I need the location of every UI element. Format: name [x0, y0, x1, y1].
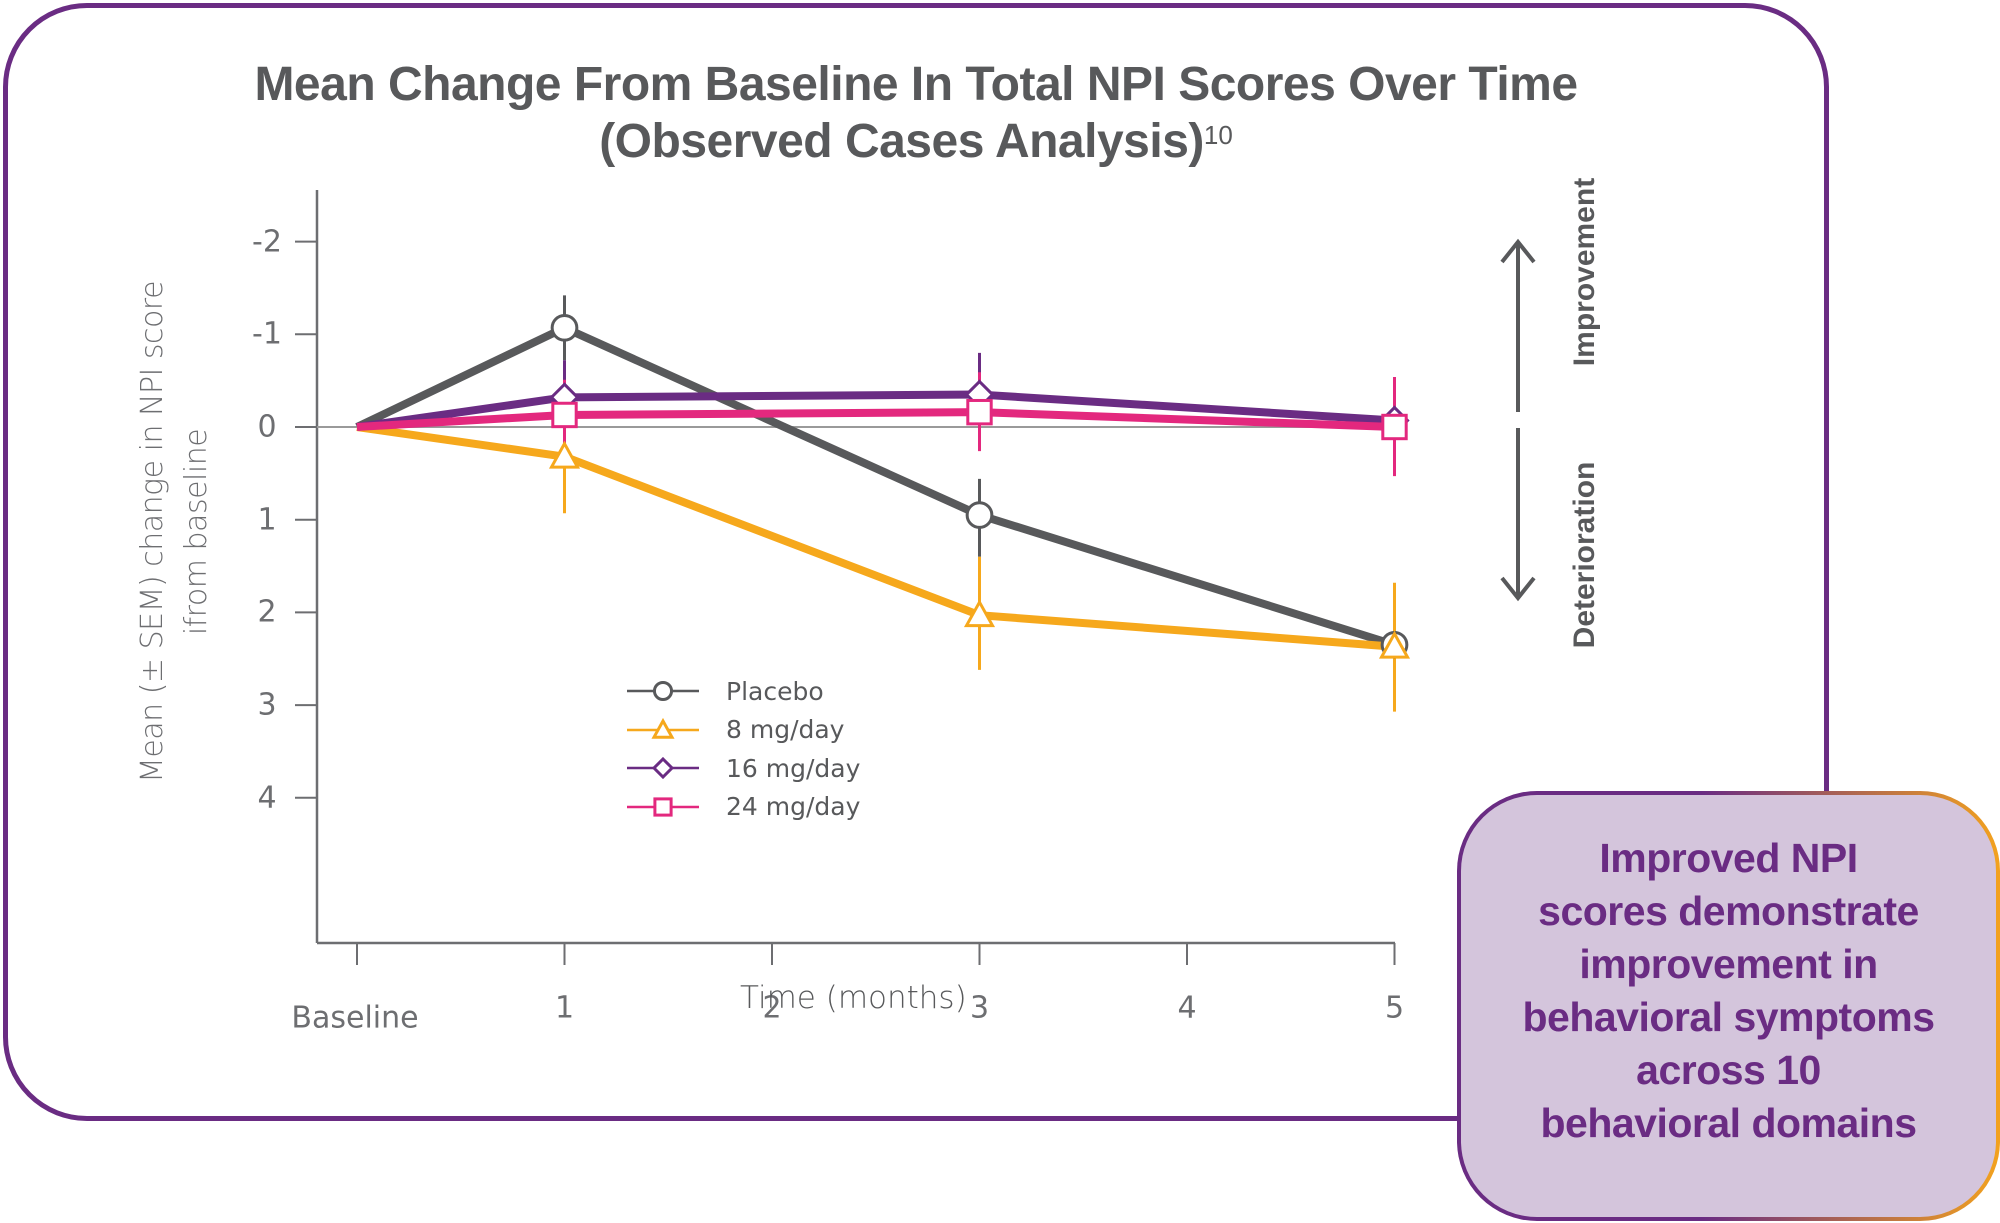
y-tick-label: -2 [252, 224, 282, 260]
deterioration-arrow-head-icon [1500, 576, 1536, 602]
callout-line: Improved NPI [1599, 835, 1858, 881]
legend-item-24-mg-day: 24 mg/day [625, 788, 860, 827]
y-axis-label-line2: ifrom baseline [179, 428, 214, 636]
y-tick-label: 0 [257, 409, 277, 445]
data-point-24-mg-day [1381, 413, 1408, 441]
x-axis-label-clip: Time (months) [740, 980, 1020, 1013]
x-axis-label: Time (months) [740, 980, 967, 1013]
legend-label: 8 mg/day [726, 715, 845, 745]
data-point-8-mg-day [963, 599, 996, 628]
circle-marker-icon [652, 681, 674, 702]
series-line-24-mg-day [356, 408, 1395, 431]
legend-label: Placebo [726, 676, 824, 706]
callout-line: across 10 [1636, 1047, 1821, 1093]
y-axis-label-line1: Mean (± SEM) change in NPI score [135, 280, 170, 784]
data-point-8-mg-day [1378, 630, 1411, 659]
series-line-8-mg-day [356, 423, 1395, 651]
direction-arrows [1500, 238, 1536, 602]
legend-swatch-16-mg-day [627, 757, 699, 780]
legend-label: 16 mg/day [726, 753, 861, 783]
chart-title-line2: (Observed Cases Analysis)10 [0, 113, 1832, 170]
x-tick-label: 3 [969, 990, 990, 1026]
x-tick-label: 4 [1177, 990, 1197, 1026]
square-marker-icon [653, 797, 673, 817]
improvement-label: Improvement [1568, 177, 1601, 367]
series-lines [355, 323, 1396, 651]
triangle-marker-icon [651, 717, 675, 739]
legend: Placebo 8 mg/day 16 mg/day 24 mg/day [625, 672, 860, 826]
callout-line: scores demonstrate [1538, 888, 1919, 934]
chart-title: Mean Change From Baseline In Total NPI S… [0, 56, 1832, 170]
chart-title-line1: Mean Change From Baseline In Total NPI S… [254, 58, 1578, 111]
axes [295, 190, 1396, 965]
legend-swatch-placebo [627, 681, 699, 702]
x-tick-label: Baseline [291, 1000, 419, 1036]
callout-text: Improved NPI scores demonstrate improvem… [1489, 832, 1969, 1150]
x-tick-label: 2 [762, 990, 782, 1026]
y-tick-label: -1 [252, 316, 282, 352]
data-point-24-mg-day [551, 401, 578, 429]
series-line-placebo [355, 323, 1396, 649]
y-tick-label: 1 [257, 502, 277, 538]
y-tick-label: 3 [257, 687, 277, 723]
data-point-24-mg-day [966, 398, 993, 426]
data-point-placebo [965, 501, 994, 529]
reference-superscript: 10 [1203, 120, 1233, 150]
x-tick-label: 1 [554, 990, 575, 1026]
callout-box-inner: Improved NPI scores demonstrate improvem… [1461, 795, 1996, 1217]
series-markers [548, 313, 1411, 659]
callout-line: behavioral domains [1540, 1100, 1917, 1146]
legend-item-8-mg-day: 8 mg/day [625, 711, 860, 750]
legend-swatch-24-mg-day [627, 797, 699, 817]
callout-line: improvement in [1579, 941, 1878, 987]
legend-item-placebo: Placebo [625, 672, 860, 711]
callout-line: behavioral symptoms [1522, 994, 1935, 1040]
x-tick-label: 5 [1384, 990, 1405, 1026]
chart-title-line2-text: (Observed Cases Analysis) [599, 115, 1204, 168]
y-tick-label: 2 [257, 594, 277, 630]
y-axis-label: Mean (± SEM) change in NPI score ifrom b… [131, 281, 219, 783]
callout-box: Improved NPI scores demonstrate improvem… [1457, 791, 2000, 1221]
y-tick-label: 4 [257, 780, 277, 816]
series-line-16-mg-day [356, 390, 1395, 431]
diamond-marker-icon [651, 757, 675, 780]
legend-label: 24 mg/day [726, 792, 861, 822]
legend-swatch-8-mg-day [627, 717, 699, 739]
deterioration-label: Deterioration [1568, 461, 1601, 649]
data-point-placebo [550, 313, 579, 342]
legend-item-16-mg-day: 16 mg/day [625, 749, 860, 788]
improvement-arrow-head-icon [1500, 238, 1536, 264]
data-point-8-mg-day [548, 440, 581, 469]
